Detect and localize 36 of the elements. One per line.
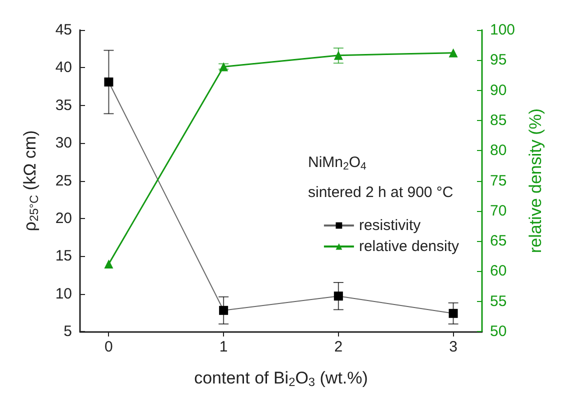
y-tick-label: 15 xyxy=(55,248,72,265)
legend-label: relative density xyxy=(358,238,460,255)
y2-tick-label: 65 xyxy=(490,232,507,250)
y-tick-label: 25 xyxy=(55,172,72,190)
y2-tick-label: 50 xyxy=(490,323,507,340)
y-tick-label: 20 xyxy=(55,210,72,227)
y-tick-label: 30 xyxy=(55,134,72,152)
y2-tick-label: 85 xyxy=(490,112,507,129)
y2-tick-label: 100 xyxy=(490,22,516,38)
y-axis-title: ρ25°C (kΩ cm) xyxy=(20,130,41,232)
point xyxy=(104,259,114,268)
y-tick-label: 35 xyxy=(55,96,72,114)
y-tick-label: 45 xyxy=(55,22,72,38)
y-tick-label: 5 xyxy=(64,323,72,340)
point xyxy=(334,50,343,60)
y2-tick-label: 75 xyxy=(490,172,507,190)
y2-tick-label: 95 xyxy=(490,52,507,69)
y2-tick-label: 80 xyxy=(490,142,507,160)
point xyxy=(448,48,458,58)
x-tick-label: 2 xyxy=(334,338,343,356)
point xyxy=(219,306,228,315)
y2-tick-label: 55 xyxy=(490,292,507,310)
y-tick-label: 40 xyxy=(55,59,72,76)
x-tick-label: 3 xyxy=(449,338,458,356)
y2-axis-title: relative density (%) xyxy=(526,108,545,254)
point xyxy=(104,78,114,87)
y2-tick-label: 90 xyxy=(490,82,507,99)
y2-tick-label: 70 xyxy=(490,202,507,220)
legend-label: resistivity xyxy=(358,217,422,234)
annotation: sintered 2 h at 900 °C xyxy=(308,184,454,201)
point xyxy=(334,292,343,301)
y-tick-label: 10 xyxy=(55,285,72,302)
x-tick-label: 1 xyxy=(219,338,228,356)
x-tick-label: 0 xyxy=(104,338,113,356)
point xyxy=(448,308,458,318)
y2-tick-label: 60 xyxy=(490,262,507,280)
